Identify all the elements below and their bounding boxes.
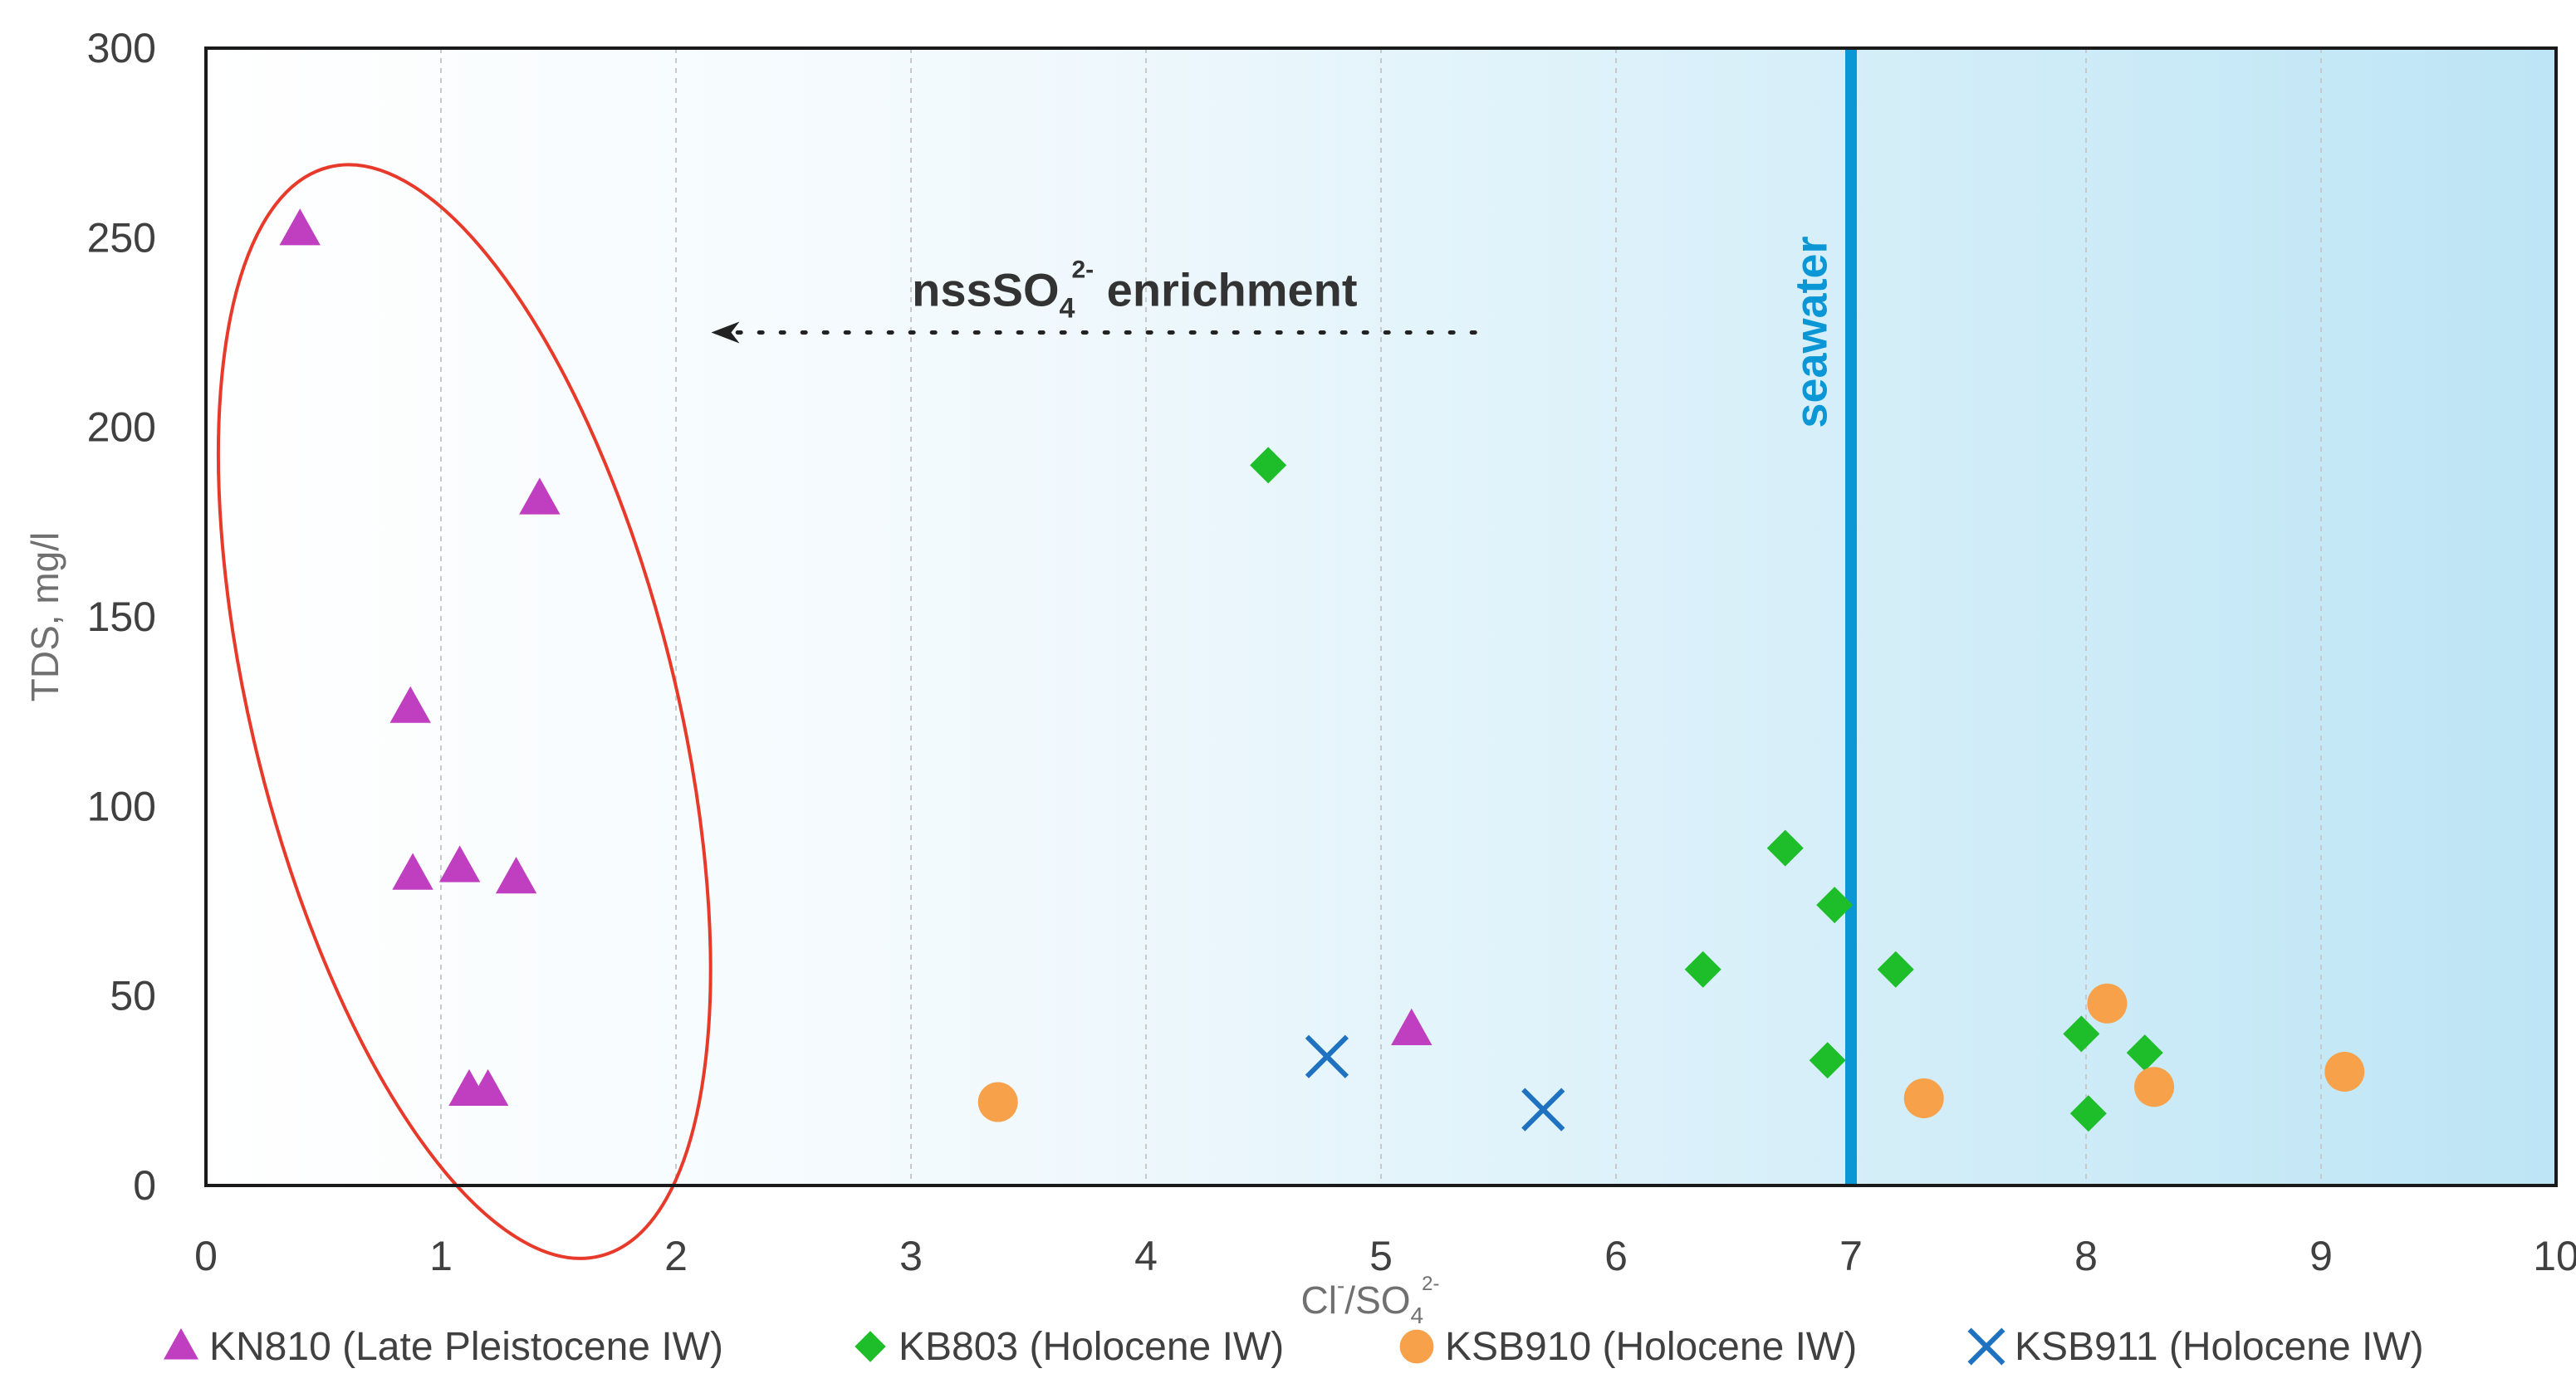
point-diamond-1-7 (2126, 1034, 2163, 1072)
x-title-sub: 4 (1411, 1303, 1424, 1328)
point-triangle-0-2 (389, 686, 431, 723)
x-title-sup1: - (1337, 1273, 1344, 1298)
point-triangle-0-4 (438, 845, 481, 882)
annotation-subscript: 4 (1060, 293, 1075, 325)
x-title-cl: Cl (1301, 1278, 1337, 1322)
x-tick-10: 10 (2533, 1233, 2576, 1279)
y-tick-100: 100 (87, 783, 156, 829)
point-diamond-1-2 (1816, 887, 1854, 924)
legend-marker-3 (1967, 1327, 2005, 1366)
point-diamond-1-4 (1877, 951, 1914, 988)
point-diamond-1-8 (2069, 1095, 2107, 1132)
x-tick-4: 4 (1134, 1233, 1158, 1279)
annotation-superscript: 2- (1071, 257, 1094, 284)
x-tick-9: 9 (2309, 1233, 2333, 1279)
annotation-base: nssSO (912, 264, 1059, 316)
x-tick-0: 0 (194, 1233, 218, 1279)
point-circle-2-0 (977, 1082, 1018, 1122)
seawater-label: seawater (1786, 236, 1836, 428)
point-triangle-0-8 (1391, 1008, 1432, 1045)
x-tick-5: 5 (1369, 1233, 1393, 1279)
x-tick-8: 8 (2074, 1233, 2098, 1279)
point-x-3-1 (1521, 1088, 1565, 1132)
x-tick-1: 1 (429, 1233, 453, 1279)
x-tick-2: 2 (664, 1233, 688, 1279)
point-diamond-1-6 (2063, 1015, 2100, 1053)
highlight-ellipse (216, 163, 713, 1260)
y-tick-150: 150 (87, 594, 156, 640)
point-diamond-1-1 (1766, 829, 1804, 867)
plot-frame (204, 46, 2558, 1187)
point-triangle-0-1 (519, 477, 561, 515)
legend-label-0: KN810 (Late Pleistocene IW) (209, 1325, 723, 1369)
legend-marker-2 (1399, 1329, 1434, 1364)
enrichment-arrowhead (711, 321, 740, 344)
y-tick-250: 250 (87, 214, 156, 261)
data-markers (279, 208, 2365, 1132)
y-tick-200: 200 (87, 404, 156, 451)
point-triangle-0-3 (392, 853, 433, 890)
point-circle-2-1 (1903, 1078, 1944, 1118)
legend-marker-1 (855, 1331, 886, 1362)
y-tick-50: 50 (110, 973, 156, 1019)
point-x-3-0 (1305, 1034, 1349, 1078)
annotation-rest: enrichment (1094, 264, 1357, 316)
x-tick-3: 3 (899, 1233, 923, 1279)
legend-label-2: KSB910 (Holocene IW) (1445, 1325, 1857, 1369)
point-triangle-0-7 (467, 1068, 509, 1107)
legend: KN810 (Late Pleistocene IW) KB803 (Holoce… (164, 1325, 2424, 1369)
point-triangle-0-5 (495, 857, 537, 894)
x-tick-labels: 0 1 2 3 4 5 6 7 8 9 10 (194, 1233, 2576, 1279)
point-triangle-0-0 (279, 208, 321, 246)
x-title-so: /SO (1344, 1278, 1410, 1322)
enrichment-annotation: nssSO4 2- enrichment (912, 257, 1357, 325)
x-title-sup2: 2- (1422, 1273, 1439, 1295)
y-tick-labels: 0 50 100 150 200 250 300 (87, 25, 156, 1209)
legend-marker-0 (164, 1327, 198, 1360)
x-tick-7: 7 (1839, 1233, 1863, 1279)
y-axis-title: TDS, mg/l (23, 532, 66, 701)
point-circle-2-3 (2134, 1067, 2175, 1107)
legend-label-3: KSB911 (Holocene IW) (2015, 1325, 2424, 1369)
legend-label-1: KB803 (Holocene IW) (899, 1325, 1284, 1369)
point-circle-2-2 (2087, 983, 2128, 1024)
point-diamond-1-5 (1809, 1042, 1846, 1079)
point-diamond-1-3 (1684, 951, 1721, 988)
x-tick-6: 6 (1604, 1233, 1628, 1279)
point-circle-2-4 (2324, 1052, 2365, 1092)
y-tick-0: 0 (133, 1162, 156, 1209)
point-diamond-1-0 (1250, 447, 1287, 484)
y-tick-300: 300 (87, 25, 156, 71)
x-axis-title: Cl-/SO4 2- (1301, 1273, 1440, 1328)
